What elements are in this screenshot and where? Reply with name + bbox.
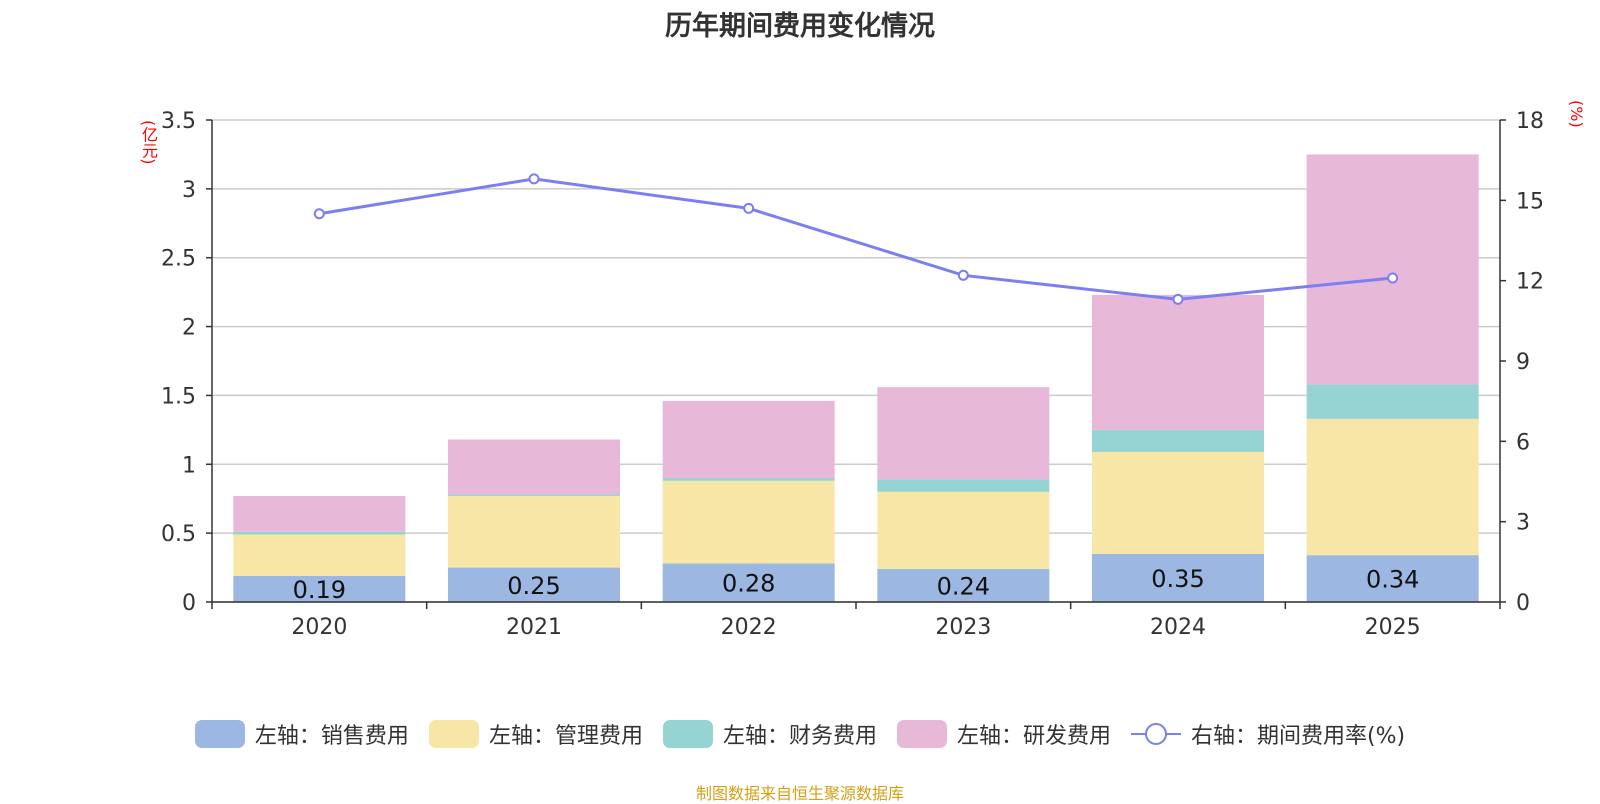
legend-item-rate[interactable]: 右轴：期间费用率(%)	[1130, 718, 1406, 750]
right-axis-tick-label: 9	[1516, 350, 1530, 375]
rate-point	[1172, 293, 1184, 305]
bar-data-label: 0.28	[722, 570, 775, 598]
legend-label-finance: 左轴：财务费用	[722, 724, 877, 749]
legend-line-icon	[1130, 723, 1181, 745]
left-axis-tick-label: 3	[182, 178, 196, 203]
data-source-note: 制图数据来自恒生聚源数据库	[695, 784, 904, 803]
rate-point	[313, 208, 325, 220]
bar-segment	[662, 478, 835, 481]
bar-segment	[1306, 384, 1479, 419]
bar-segment	[1306, 154, 1479, 385]
bar-segment	[233, 495, 406, 532]
bar-segment	[662, 480, 835, 564]
legend-item-finance[interactable]: 左轴：财务费用	[662, 718, 877, 750]
legend-item-admin[interactable]: 左轴：管理费用	[428, 718, 643, 750]
legend-swatch-sales	[194, 720, 245, 748]
bar-segment	[448, 494, 620, 496]
bar-segment	[448, 495, 620, 568]
bar-segment	[877, 479, 1050, 492]
legend-item-rnd[interactable]: 左轴：研发费用	[896, 718, 1111, 750]
rate-point	[528, 173, 540, 185]
rate-point	[743, 202, 755, 214]
x-axis-tick-label: 2025	[1365, 615, 1421, 640]
rate-point	[957, 269, 969, 281]
bar-segment	[877, 568, 1050, 602]
right-axis-tick-label: 0	[1516, 591, 1530, 616]
x-axis-tick-label: 2022	[721, 615, 777, 640]
left-axis-tick-label: 3.5	[161, 109, 196, 134]
legend-item-sales[interactable]: 左轴：销售费用	[194, 718, 409, 750]
right-axis-tick-label: 3	[1516, 511, 1530, 536]
legend-label-sales: 左轴：销售费用	[254, 724, 409, 749]
bar-data-label: 0.19	[293, 576, 346, 604]
x-axis-tick-label: 2024	[1150, 615, 1206, 640]
bar-segment	[1092, 451, 1264, 554]
bar-segment	[877, 387, 1050, 480]
right-axis-tick-label: 12	[1516, 270, 1544, 295]
bar-data-label: 0.34	[1366, 566, 1419, 594]
legend-label-rnd: 左轴：研发费用	[956, 724, 1111, 749]
rate-line	[319, 177, 1393, 301]
left-axis-tick-label: 2.5	[161, 247, 196, 272]
bar-segment	[1092, 429, 1264, 452]
bar-segment	[662, 563, 835, 602]
x-axis-tick-label: 2021	[506, 615, 562, 640]
bar-segment	[233, 575, 406, 602]
chart-title: 历年期间费用变化情况	[665, 11, 935, 42]
bar-segment	[233, 531, 406, 535]
bar-segment	[662, 400, 835, 479]
left-axis-unit: (亿元)	[139, 120, 158, 165]
legend-swatch-finance	[662, 720, 713, 748]
bar-segment	[1306, 418, 1479, 556]
left-axis-tick-label: 2	[182, 316, 196, 341]
x-axis-tick-label: 2020	[291, 615, 347, 640]
bar-segment	[448, 439, 620, 495]
bar-data-label: 0.24	[937, 572, 990, 600]
bar-segment	[877, 491, 1050, 569]
bar-segment	[1306, 555, 1479, 602]
legend-label-rate: 右轴：期间费用率(%)	[1190, 724, 1406, 749]
rate-point	[1387, 272, 1399, 284]
legend-label-admin: 左轴：管理费用	[488, 724, 643, 749]
left-axis-tick-label: 1.5	[161, 384, 196, 409]
bar-segment	[1092, 553, 1264, 602]
legend-swatch-rnd	[896, 720, 947, 748]
x-axis-tick-label: 2023	[935, 615, 991, 640]
left-axis-tick-label: 0.5	[161, 522, 196, 547]
bar-segment	[233, 534, 406, 576]
bar-data-label: 0.25	[507, 572, 560, 600]
bar-segment	[1092, 294, 1264, 430]
bar-segment	[448, 567, 620, 602]
right-axis-tick-label: 15	[1516, 189, 1544, 214]
legend-swatch-admin	[428, 720, 479, 748]
right-axis-tick-label: 18	[1516, 109, 1544, 134]
right-axis-unit: (%)	[1567, 100, 1586, 128]
legend: 左轴：销售费用 左轴：管理费用 左轴：财务费用 左轴：研发费用 右轴：期间费用率…	[0, 718, 1600, 750]
right-axis-tick-label: 6	[1516, 430, 1530, 455]
left-axis-tick-label: 1	[182, 453, 196, 478]
left-axis-tick-label: 0	[182, 591, 196, 616]
bar-data-label: 0.35	[1151, 565, 1204, 593]
